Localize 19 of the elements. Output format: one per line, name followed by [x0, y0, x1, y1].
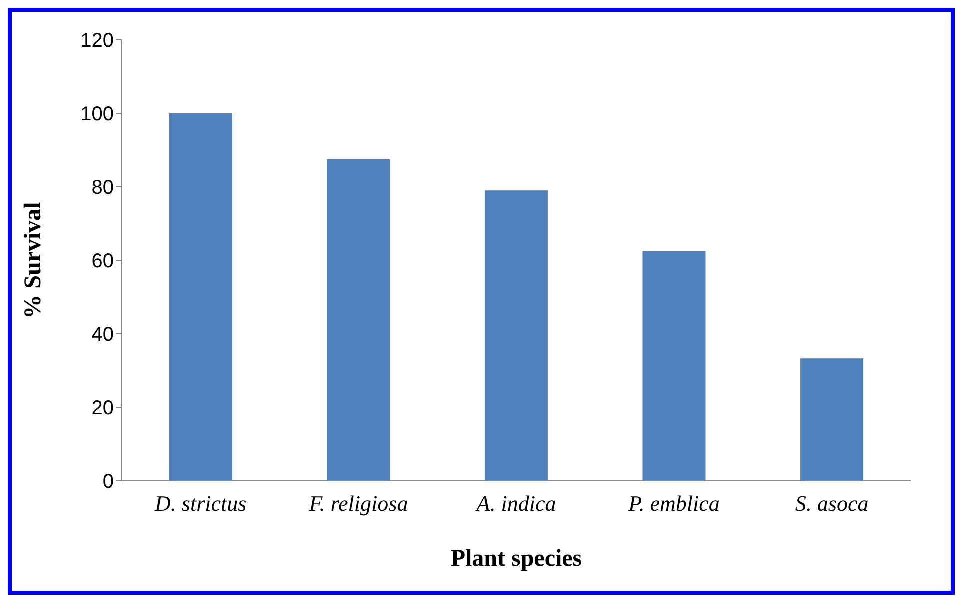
bar	[800, 358, 864, 481]
y-tick-label: 120	[80, 30, 114, 52]
y-tick-label: 100	[80, 104, 114, 126]
bar	[169, 114, 232, 481]
x-tick-label: S. asoca	[795, 491, 869, 516]
x-tick-label: P. emblica	[628, 491, 720, 516]
y-tick-label: 80	[92, 177, 114, 200]
y-axis-title: % Survival	[20, 202, 47, 319]
y-tick-label: 20	[92, 398, 114, 420]
y-tick-label: 60	[92, 250, 114, 273]
x-tick-label: D. strictus	[154, 491, 247, 516]
bar	[327, 159, 390, 481]
bar	[642, 251, 706, 481]
y-tick-label: 40	[92, 324, 114, 346]
y-tick-label: 0	[102, 471, 114, 494]
x-tick-label: F. religiosa	[308, 491, 408, 516]
bar	[484, 190, 548, 481]
x-axis-title: Plant species	[450, 546, 582, 572]
x-tick-label: A. indica	[474, 491, 556, 516]
